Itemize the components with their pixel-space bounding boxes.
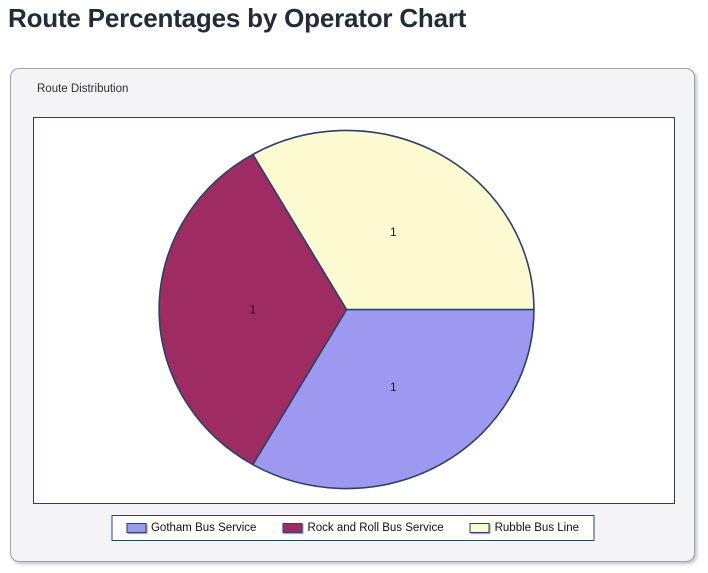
legend-label-rock-and-roll: Rock and Roll Bus Service	[307, 522, 444, 534]
route-distribution-groupbox: Route Distribution 1 1 1 Gotham Bus Servic…	[10, 68, 695, 562]
legend-swatch-rock-and-roll	[282, 523, 303, 533]
groupbox-label: Route Distribution	[37, 83, 129, 95]
pie-slice-value-label-gotham-bus-service: 1	[390, 380, 397, 394]
legend-label-gotham: Gotham Bus Service	[150, 522, 257, 534]
legend-swatch-rubble	[469, 523, 490, 533]
pie-slice-gotham-bus-service	[252, 308, 535, 490]
page-title: Route Percentages by Operator Chart	[8, 3, 467, 33]
pie-chart-svg: 1 1 1	[158, 129, 535, 490]
legend-item-rock-and-roll: Rock and Roll Bus Service	[282, 522, 444, 534]
legend-swatch-gotham	[125, 523, 146, 533]
pie-slice-rock-and-roll-bus-service	[158, 153, 348, 466]
pie-slice-value-label-rock-and-roll-bus-service: 1	[249, 302, 256, 316]
legend-item-gotham: Gotham Bus Service	[125, 522, 257, 534]
legend-item-rubble: Rubble Bus Line	[469, 522, 580, 534]
chart-plot-area: 1 1 1	[33, 117, 675, 504]
pie-slice-rubble-bus-line	[252, 129, 535, 311]
pie-slice-value-label-rubble-bus-line: 1	[390, 225, 397, 239]
chart-legend: Gotham Bus Service Rock and Roll Bus Ser…	[110, 515, 595, 541]
legend-label-rubble: Rubble Bus Line	[494, 522, 580, 534]
